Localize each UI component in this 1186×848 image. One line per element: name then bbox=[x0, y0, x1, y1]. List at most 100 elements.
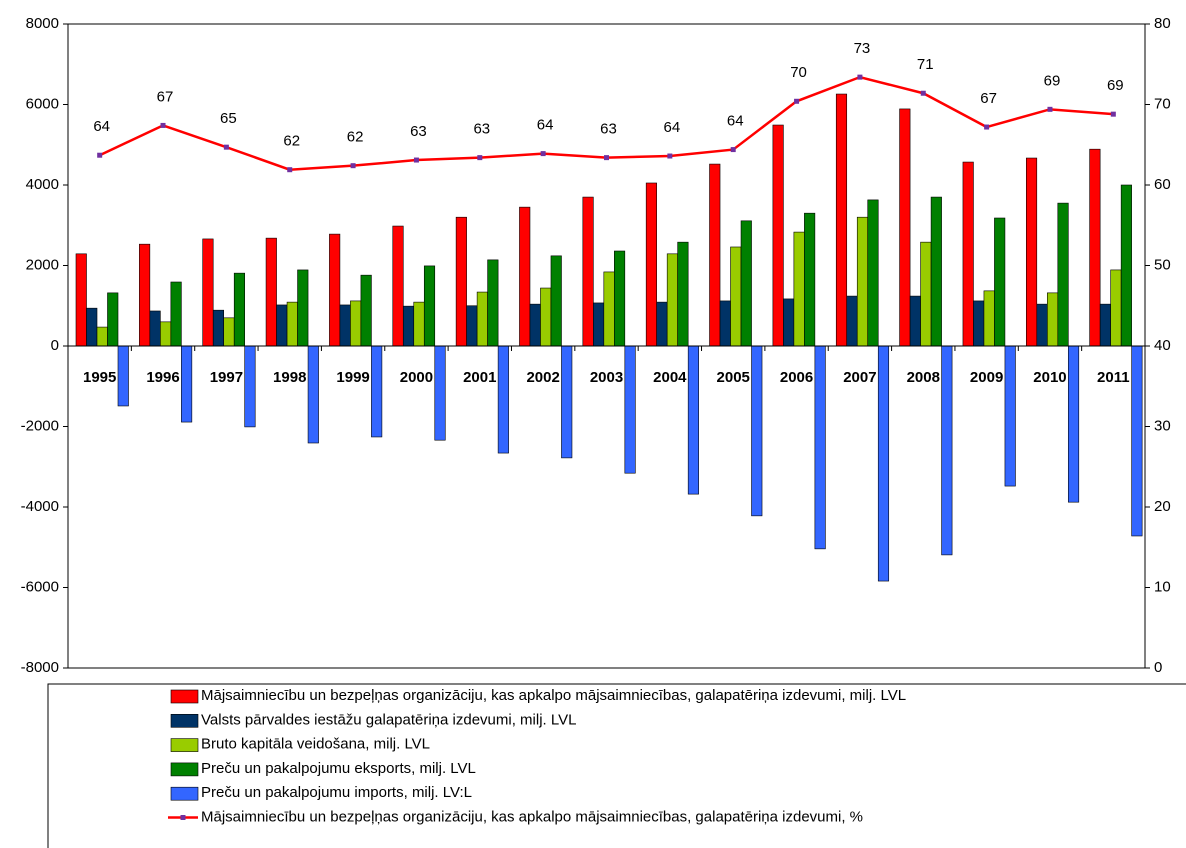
bar bbox=[603, 271, 615, 347]
bar bbox=[434, 345, 446, 441]
bar bbox=[804, 212, 816, 347]
x-tick-label: 2002 bbox=[526, 369, 559, 386]
y-tick-label: 0 bbox=[51, 337, 59, 354]
y2-tick-label: 0 bbox=[1154, 659, 1162, 676]
bar bbox=[1099, 303, 1111, 347]
data-label: 64 bbox=[537, 117, 554, 134]
bar bbox=[307, 345, 319, 444]
bar bbox=[856, 216, 869, 347]
bar bbox=[487, 259, 499, 347]
y-tick-label: 6000 bbox=[26, 95, 59, 112]
marker bbox=[477, 155, 483, 161]
bar bbox=[1067, 345, 1080, 503]
bar bbox=[223, 317, 235, 347]
legend-swatch bbox=[170, 689, 199, 704]
bar bbox=[139, 243, 151, 347]
bar bbox=[1036, 303, 1048, 347]
bar bbox=[233, 272, 246, 347]
data-label: 73 bbox=[854, 40, 871, 57]
bar bbox=[772, 124, 784, 347]
bar bbox=[413, 301, 425, 347]
data-label: 69 bbox=[1044, 72, 1061, 89]
bar bbox=[75, 253, 87, 347]
bar bbox=[983, 290, 995, 347]
legend-swatch bbox=[180, 815, 186, 820]
bar bbox=[455, 216, 467, 347]
x-tick-label: 2005 bbox=[717, 369, 750, 386]
x-tick-label: 2006 bbox=[780, 369, 813, 386]
y2-tick-label: 80 bbox=[1154, 15, 1171, 32]
data-label: 70 bbox=[790, 64, 807, 81]
marker bbox=[540, 151, 546, 157]
bar bbox=[962, 161, 974, 347]
bar bbox=[107, 292, 119, 347]
bar bbox=[1046, 292, 1059, 347]
bar bbox=[973, 300, 985, 347]
data-label: 62 bbox=[283, 133, 300, 150]
marker bbox=[160, 122, 166, 128]
marker bbox=[1047, 106, 1053, 112]
y-tick-label: -8000 bbox=[21, 659, 59, 676]
bar bbox=[1057, 202, 1069, 347]
bar bbox=[614, 250, 626, 347]
data-label: 65 bbox=[220, 110, 237, 127]
bar bbox=[181, 345, 193, 423]
marker bbox=[1110, 111, 1116, 117]
bar bbox=[709, 163, 721, 347]
x-tick-label: 1995 bbox=[83, 369, 116, 386]
bar bbox=[286, 301, 298, 347]
bar bbox=[719, 300, 731, 347]
bar bbox=[550, 255, 562, 347]
x-tick-label: 1997 bbox=[210, 369, 243, 386]
data-label: 63 bbox=[600, 121, 617, 138]
bar bbox=[645, 182, 657, 347]
x-tick-label: 2007 bbox=[843, 369, 876, 386]
y-tick-label: -6000 bbox=[21, 578, 59, 595]
data-label: 69 bbox=[1107, 77, 1124, 94]
bar bbox=[276, 304, 288, 347]
bar bbox=[561, 345, 573, 459]
data-label: 67 bbox=[980, 90, 997, 107]
legend-label: Bruto kapitāla veidošana, milj. LVL bbox=[201, 736, 430, 753]
legend-swatch bbox=[170, 786, 199, 801]
bar bbox=[149, 310, 161, 347]
bar bbox=[519, 206, 531, 347]
y-tick-label: 2000 bbox=[26, 256, 59, 273]
legend-label: Mājsaimniecību un bezpeļņas organizāciju… bbox=[201, 687, 906, 704]
legend-label: Mājsaimniecību un bezpeļņas organizāciju… bbox=[201, 808, 863, 825]
bar bbox=[877, 345, 890, 582]
bar bbox=[909, 295, 921, 347]
y2-tick-label: 40 bbox=[1154, 337, 1171, 354]
bar bbox=[994, 217, 1006, 347]
bar bbox=[212, 309, 225, 347]
marker bbox=[350, 163, 356, 169]
data-label: 71 bbox=[917, 56, 934, 73]
legend-label: Valsts pārvaldes iestāžu galapatēriņa iz… bbox=[201, 711, 576, 728]
y2-tick-label: 60 bbox=[1154, 176, 1171, 193]
marker bbox=[287, 167, 293, 173]
bar bbox=[867, 199, 879, 347]
x-tick-label: 1996 bbox=[146, 369, 179, 386]
bar bbox=[244, 345, 256, 428]
bar bbox=[423, 265, 436, 347]
legend-swatch bbox=[170, 713, 199, 728]
bar bbox=[170, 281, 182, 347]
data-label: 64 bbox=[93, 118, 110, 135]
bar bbox=[339, 304, 351, 347]
bar bbox=[941, 345, 953, 556]
bar bbox=[371, 345, 383, 438]
bar bbox=[1004, 345, 1016, 487]
x-tick-label: 2008 bbox=[907, 369, 940, 386]
marker bbox=[920, 90, 926, 96]
bar bbox=[846, 295, 858, 347]
x-tick-label: 2010 bbox=[1033, 369, 1066, 386]
bar bbox=[96, 326, 108, 347]
bar bbox=[360, 274, 372, 347]
bar bbox=[593, 302, 605, 347]
bar bbox=[265, 237, 277, 347]
bar bbox=[920, 241, 932, 347]
y2-tick-label: 50 bbox=[1154, 256, 1171, 273]
marker bbox=[794, 98, 800, 104]
y-tick-label: -4000 bbox=[21, 498, 59, 515]
